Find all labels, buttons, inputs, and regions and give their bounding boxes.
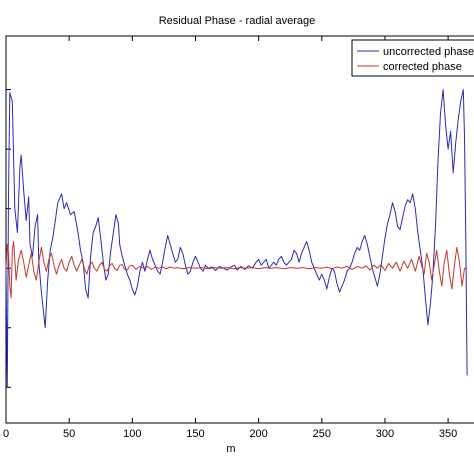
x-tick-label: 150 xyxy=(186,428,204,440)
legend: uncorrected phase corrected phase xyxy=(352,40,474,76)
legend-entry-uncorrected: uncorrected phase xyxy=(383,46,474,58)
x-tick-label: 350 xyxy=(439,428,457,440)
x-tick-label: 250 xyxy=(313,428,331,440)
plot-area xyxy=(6,36,474,423)
chart-title: Residual Phase - radial average xyxy=(159,15,316,27)
x-axis-label: m xyxy=(226,443,235,455)
legend-entry-corrected: corrected phase xyxy=(383,61,462,73)
x-tick-label: 200 xyxy=(249,428,267,440)
x-tick-label: 50 xyxy=(63,428,75,440)
x-tick-label: 100 xyxy=(123,428,141,440)
x-tick-label: 300 xyxy=(376,428,394,440)
x-tick-label: 0 xyxy=(3,428,9,440)
